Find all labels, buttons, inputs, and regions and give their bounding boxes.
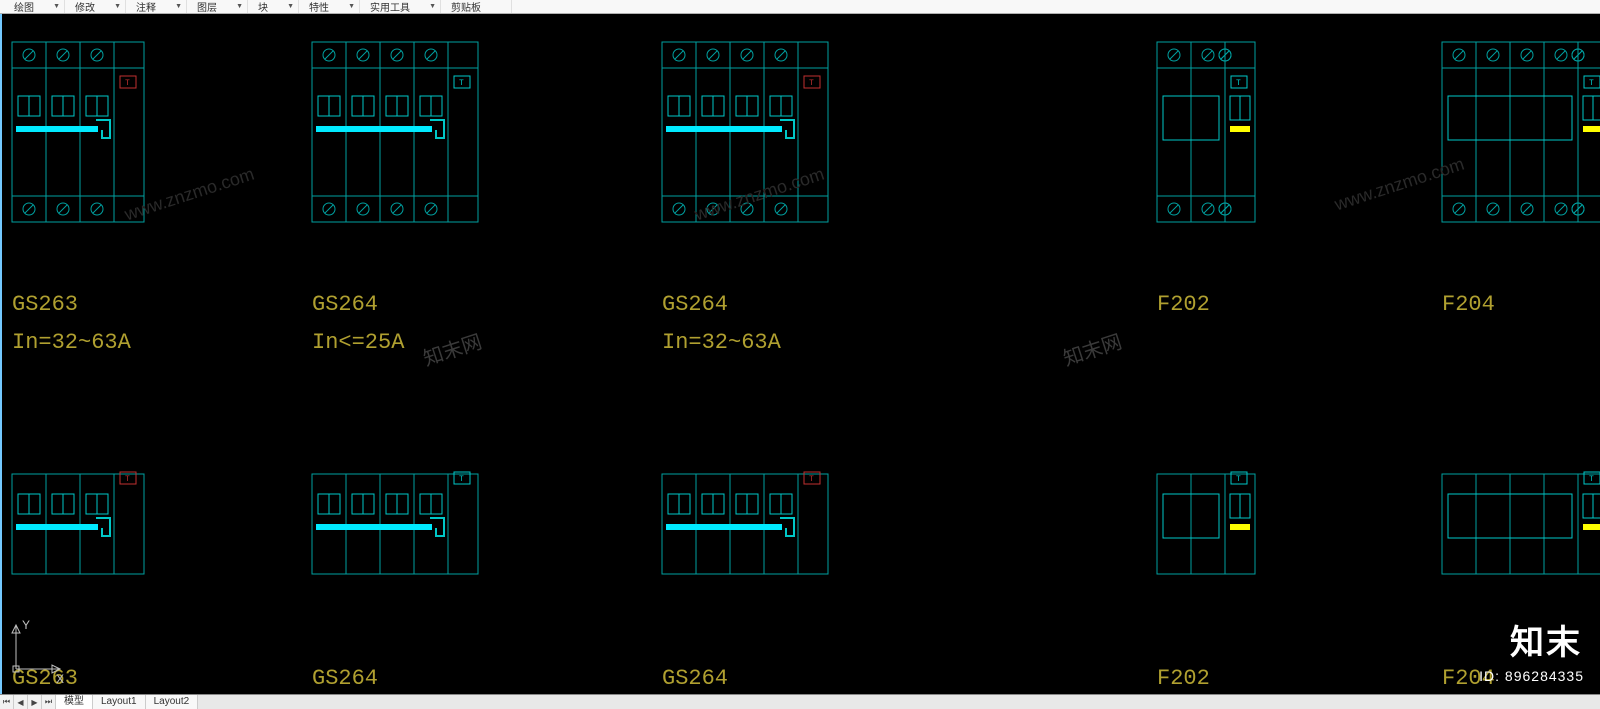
svg-text:T: T [1236, 475, 1241, 484]
menu-label: 实用工具 [370, 0, 410, 14]
brand-logo-text: 知末 [1510, 615, 1582, 664]
brand-id-text: ID: 896284335 [1479, 668, 1584, 684]
svg-text:F202: F202 [1157, 292, 1210, 317]
svg-text:T: T [1589, 79, 1594, 88]
chevron-down-icon: ▼ [236, 3, 243, 10]
layout-tab-strip: ⏮ ◀ ▶ ⏭ 模型 Layout1 Layout2 [0, 694, 1600, 709]
svg-text:T: T [1236, 79, 1241, 88]
tab-nav-last[interactable]: ⏭ [42, 695, 56, 709]
menu-label: 绘图 [14, 0, 34, 14]
svg-text:T: T [459, 79, 464, 88]
menu-label: 剪贴板 [451, 0, 481, 14]
tab-model[interactable]: 模型 [56, 695, 93, 709]
tab-label: Layout1 [101, 696, 137, 707]
menu-draw[interactable]: 绘图 ▼ [4, 0, 65, 13]
svg-text:GS263: GS263 [12, 666, 78, 691]
svg-text:X: X [56, 672, 64, 686]
svg-text:T: T [125, 79, 130, 88]
menu-label: 图层 [197, 0, 217, 14]
menu-label: 特性 [309, 0, 329, 14]
tab-nav-first[interactable]: ⏮ [0, 695, 14, 709]
chevron-down-icon: ▼ [429, 3, 436, 10]
svg-text:T: T [809, 79, 814, 88]
svg-text:GS264: GS264 [662, 666, 728, 691]
svg-text:In=32~63A: In=32~63A [12, 330, 132, 355]
menu-label: 块 [258, 0, 268, 14]
svg-text:T: T [809, 475, 814, 484]
svg-text:GS264: GS264 [312, 666, 378, 691]
svg-text:GS264: GS264 [662, 292, 728, 317]
menu-label: 修改 [75, 0, 95, 14]
svg-text:T: T [459, 475, 464, 484]
svg-text:In=32~63A: In=32~63A [662, 330, 782, 355]
tab-nav-prev[interactable]: ◀ [14, 695, 28, 709]
chevron-down-icon: ▼ [53, 3, 60, 10]
svg-text:T: T [1589, 475, 1594, 484]
svg-text:In<=25A: In<=25A [312, 330, 405, 355]
svg-text:GS264: GS264 [312, 292, 378, 317]
chevron-down-icon: ▼ [114, 3, 121, 10]
drawing-viewport[interactable]: T GS263 In=32~63A T GS264 In<=25A T GS264 In=32~… [0, 14, 1600, 694]
chevron-down-icon: ▼ [348, 3, 355, 10]
menu-modify[interactable]: 修改 ▼ [65, 0, 126, 13]
cad-canvas: T GS263 In=32~63A T GS264 In<=25A T GS264 In=32~… [2, 14, 1600, 694]
svg-text:F204: F204 [1442, 292, 1495, 317]
menu-layer[interactable]: 图层 ▼ [187, 0, 248, 13]
menu-clipboard[interactable]: 剪贴板 [441, 0, 512, 13]
svg-text:T: T [125, 475, 130, 484]
tab-nav-next[interactable]: ▶ [28, 695, 42, 709]
svg-text:F202: F202 [1157, 666, 1210, 691]
tab-layout1[interactable]: Layout1 [93, 695, 146, 709]
tab-layout2[interactable]: Layout2 [146, 695, 199, 709]
tab-label: Layout2 [154, 696, 190, 707]
chevron-down-icon: ▼ [287, 3, 294, 10]
menu-bar: 绘图▼ 修改▼ 注释▼ 图层▼ 块▼ 特性▼ 实用工具▼ 剪贴板 [0, 0, 1600, 14]
chevron-down-icon: ▼ [175, 3, 182, 10]
menu-block[interactable]: 块▼ [248, 0, 299, 13]
tab-label: 模型 [64, 696, 84, 707]
menu-utilities[interactable]: 实用工具 ▼ [360, 0, 441, 13]
menu-annotate[interactable]: 注释 ▼ [126, 0, 187, 13]
menu-properties[interactable]: 特性 ▼ [299, 0, 360, 13]
menu-label: 注释 [136, 0, 156, 14]
svg-text:GS263: GS263 [12, 292, 78, 317]
svg-text:Y: Y [22, 618, 30, 632]
